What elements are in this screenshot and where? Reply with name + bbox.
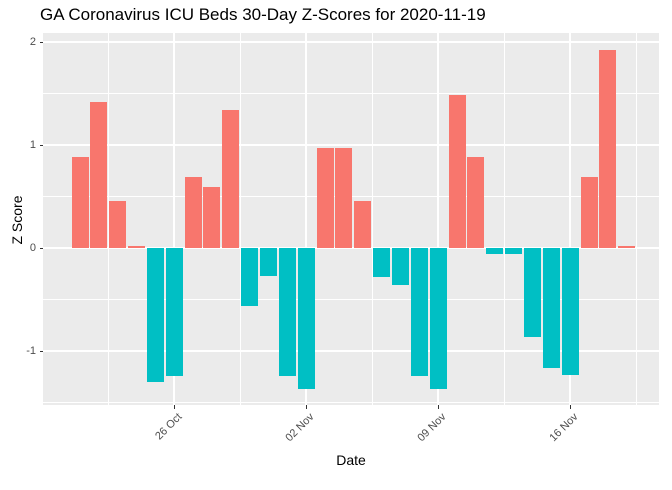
zscore-bar <box>184 177 202 249</box>
y-tick-label: -1 <box>26 344 36 357</box>
zscore-bar <box>354 200 372 249</box>
x-tick-label: 09 Nov <box>415 411 449 445</box>
chart-title: GA Coronavirus ICU Beds 30-Day Z-Scores … <box>40 5 486 24</box>
zscore-bar <box>373 248 391 278</box>
zscore-bar <box>410 248 428 377</box>
zscore-bar <box>71 156 89 249</box>
h-gridline-major <box>43 144 659 147</box>
y-tick-mark <box>39 144 43 146</box>
x-tick-label: 16 Nov <box>547 411 581 445</box>
zscore-bar <box>90 102 108 249</box>
h-gridline-major <box>43 350 659 353</box>
zscore-bar <box>128 246 146 249</box>
x-tick-label: 02 Nov <box>283 411 317 445</box>
plot-panel <box>43 33 659 405</box>
h-gridline-minor <box>43 299 659 301</box>
h-gridline-major <box>43 247 659 250</box>
zscore-bar <box>429 248 447 390</box>
zscore-bar <box>335 148 353 249</box>
zscore-bar <box>580 177 598 249</box>
y-tick-mark <box>39 41 43 43</box>
zscore-bar <box>618 246 636 249</box>
zscore-bar <box>260 248 278 277</box>
x-tick-label: 26 Oct <box>153 411 185 443</box>
x-tick-mark <box>437 405 439 409</box>
x-axis-title: Date <box>336 452 366 468</box>
zscore-bar <box>524 248 542 337</box>
zscore-bar <box>599 49 617 249</box>
h-gridline-minor <box>43 402 659 404</box>
y-tick-label: 1 <box>29 138 36 151</box>
x-tick-mark <box>569 405 571 409</box>
zscore-bar <box>278 248 296 377</box>
chart-figure: GA Coronavirus ICU Beds 30-Day Z-Scores … <box>9 5 659 468</box>
zscore-bar <box>241 248 259 306</box>
x-tick-mark <box>173 405 175 409</box>
zscore-bar <box>505 248 523 255</box>
y-axis-title: Z Score <box>9 195 25 245</box>
v-gridline-major <box>173 33 176 405</box>
zscore-bar <box>392 248 410 286</box>
v-gridline-minor <box>503 33 505 405</box>
v-gridline-major <box>569 33 572 405</box>
y-tick-mark <box>39 247 43 249</box>
y-tick-label: 0 <box>29 241 36 254</box>
v-gridline-major <box>437 33 440 405</box>
h-gridline-major <box>43 41 659 44</box>
v-gridline-minor <box>239 33 241 405</box>
y-tick-label: 2 <box>29 35 36 48</box>
x-tick-mark <box>305 405 307 409</box>
zscore-bar <box>448 94 466 249</box>
zscore-bar <box>109 200 127 249</box>
h-gridline-minor <box>43 93 659 95</box>
y-tick-mark <box>39 350 43 352</box>
zscore-bar <box>561 248 579 375</box>
zscore-bar <box>222 110 240 249</box>
v-gridline-minor <box>371 33 373 405</box>
zscore-bar <box>203 186 221 249</box>
zscore-bar <box>316 148 334 249</box>
zscore-bar <box>165 248 183 377</box>
zscore-bar <box>467 156 485 249</box>
zscore-bar <box>146 248 164 383</box>
v-gridline-minor <box>107 33 109 405</box>
zscore-bar <box>486 248 504 255</box>
v-gridline-major <box>305 33 308 405</box>
zscore-bar <box>542 248 560 368</box>
zscore-bar <box>297 248 315 390</box>
v-gridline-minor <box>635 33 637 405</box>
